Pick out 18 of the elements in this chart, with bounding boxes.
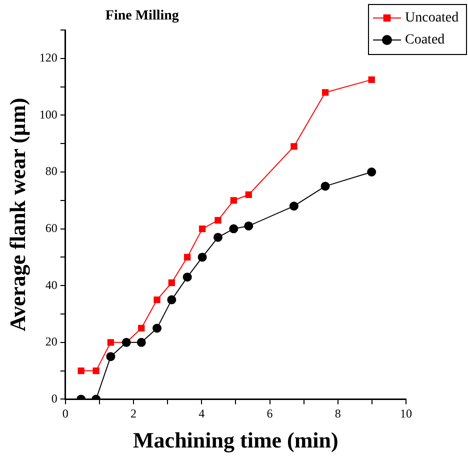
x-tick-label: 10 [400, 406, 412, 421]
y-tick-label: 120 [39, 50, 58, 65]
legend-label: Coated [405, 32, 445, 48]
y-tick-label: 0 [51, 391, 58, 406]
legend-label: Uncoated [405, 10, 459, 26]
x-axis-title: Machining time (min) [133, 427, 338, 452]
y-axis-title: Average flank wear (µm) [4, 98, 30, 332]
y-tick-label: 100 [39, 107, 58, 122]
x-tick-label: 0 [62, 406, 68, 421]
x-tick-label: 8 [334, 406, 341, 421]
chart-title: Fine Milling [105, 8, 179, 24]
x-tick-label: 2 [130, 406, 137, 421]
x-tick-label: 4 [198, 406, 205, 421]
y-tick-label: 40 [45, 278, 58, 292]
y-tick-label: 20 [45, 334, 58, 349]
x-tick-label: 6 [266, 406, 273, 421]
y-tick-label: 60 [45, 220, 58, 235]
y-tick-label: 80 [45, 164, 58, 178]
